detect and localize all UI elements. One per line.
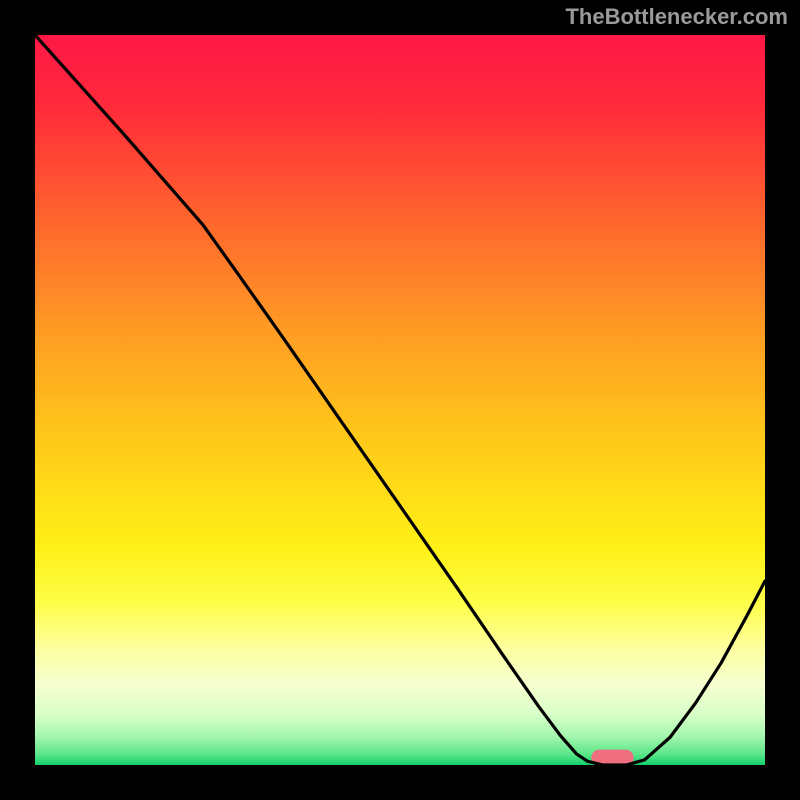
plot-svg — [35, 35, 765, 765]
watermark-label: TheBottlenecker.com — [565, 4, 788, 30]
plot-area — [35, 35, 765, 765]
image-root: TheBottlenecker.com — [0, 0, 800, 800]
gradient-background — [35, 35, 765, 765]
